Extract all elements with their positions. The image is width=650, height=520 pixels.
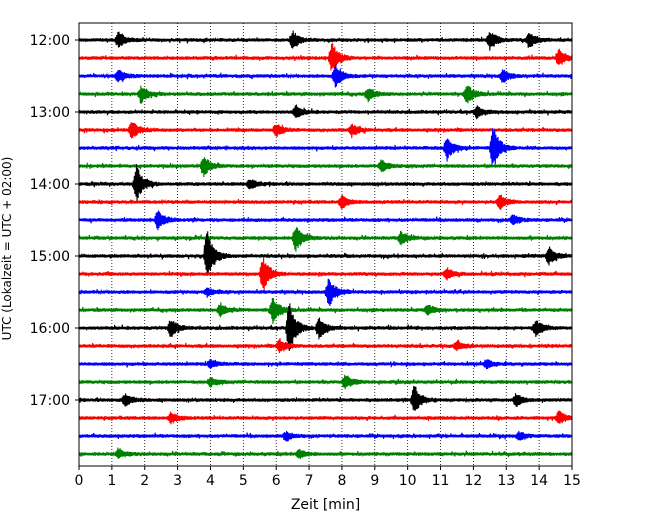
trace-1345 [78,157,573,177]
x-tick-label: 11 [432,473,450,489]
trace-1445 [78,227,573,252]
x-tick-label: 10 [399,473,417,489]
x-tick-label: 14 [530,473,548,489]
y-tick-label: 14:00 [30,177,70,193]
x-tick-label: 1 [107,473,116,489]
trace-1300 [78,104,573,120]
x-tick-label: 12 [464,473,482,489]
x-tick-label: 9 [370,473,379,489]
trace-1530 [78,278,573,307]
x-tick-label: 13 [497,473,515,489]
y-tick-label: 12:00 [30,33,70,49]
x-axis-ticks: 0 1 2 3 4 5 6 7 8 9 10 11 12 13 14 15 [75,466,581,489]
x-tick-label: 15 [563,473,581,489]
x-tick-label: 2 [140,473,149,489]
trace-1500 [78,231,573,276]
trace-1430 [78,210,573,231]
trace-1245 [78,85,573,104]
x-tick-label: 6 [272,473,281,489]
trace-1400 [78,164,573,202]
y-axis-label: UTC (Lokalzeit = UTC + 02:00) [0,157,14,341]
y-tick-label: 16:00 [30,321,70,337]
trace-1215 [78,43,573,71]
y-tick-label: 15:00 [30,249,70,265]
trace-1730 [78,430,573,442]
trace-1200 [78,30,573,51]
trace-1615 [78,337,573,354]
x-tick-label: 4 [206,473,215,489]
grid-lines [111,23,540,466]
x-tick-label: 5 [239,473,248,489]
trace-1600 [78,303,573,351]
seismogram-traces [78,30,573,460]
x-tick-label: 7 [305,473,314,489]
x-tick-label: 0 [75,473,84,489]
y-axis-ticks: 12:00 13:00 14:00 15:00 16:00 17:00 [30,33,79,409]
trace-1415 [78,194,573,211]
trace-1645 [78,374,573,390]
y-tick-label: 17:00 [30,393,70,409]
y-tick-label: 13:00 [30,105,70,121]
trace-1745 [78,447,573,460]
x-axis-label: Zeit [min] [291,497,360,513]
trace-1515 [78,256,573,291]
trace-1330 [78,128,573,166]
trace-1630 [78,358,573,370]
plot-frame [78,22,573,467]
trace-1700 [78,385,573,411]
x-tick-label: 3 [173,473,182,489]
trace-1545 [78,297,573,324]
trace-1715 [78,410,573,425]
x-tick-label: 8 [337,473,346,489]
trace-1315 [78,122,573,139]
trace-1230 [78,64,573,88]
